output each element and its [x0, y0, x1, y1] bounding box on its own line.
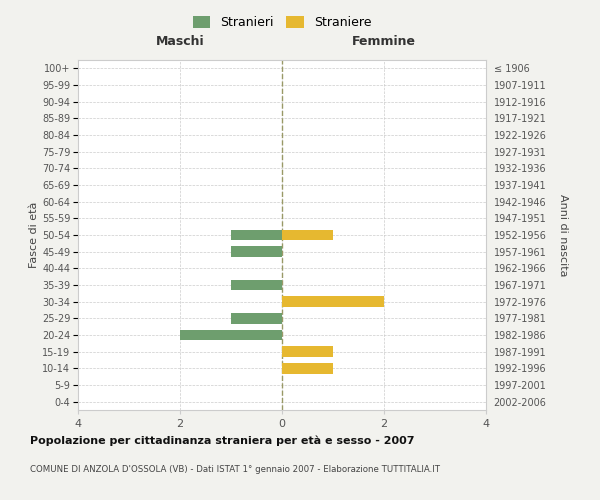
Bar — [231, 313, 282, 324]
Text: COMUNE DI ANZOLA D'OSSOLA (VB) - Dati ISTAT 1° gennaio 2007 - Elaborazione TUTTI: COMUNE DI ANZOLA D'OSSOLA (VB) - Dati IS… — [30, 465, 440, 474]
Legend: Stranieri, Straniere: Stranieri, Straniere — [188, 11, 376, 34]
Bar — [180, 330, 282, 340]
Bar — [282, 230, 333, 240]
Text: Femmine: Femmine — [352, 36, 416, 49]
Y-axis label: Anni di nascita: Anni di nascita — [557, 194, 568, 276]
Bar — [231, 246, 282, 257]
Bar — [231, 230, 282, 240]
Text: Maschi: Maschi — [155, 36, 205, 49]
Bar — [282, 346, 333, 357]
Y-axis label: Fasce di età: Fasce di età — [29, 202, 39, 268]
Bar — [282, 363, 333, 374]
Text: Popolazione per cittadinanza straniera per età e sesso - 2007: Popolazione per cittadinanza straniera p… — [30, 435, 415, 446]
Bar — [282, 296, 384, 307]
Bar — [231, 280, 282, 290]
